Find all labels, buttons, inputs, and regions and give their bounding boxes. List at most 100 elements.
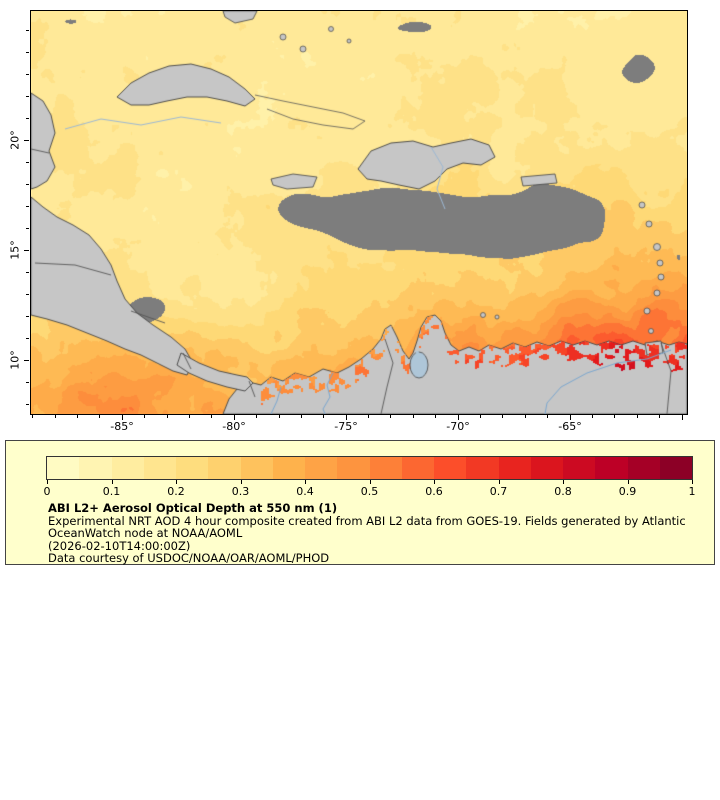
axis-tick — [26, 29, 29, 31]
axis-tick — [457, 415, 459, 420]
legend-text: ABI L2+ Aerosol Optical Depth at 550 nm … — [48, 502, 686, 565]
axis-tick — [26, 205, 29, 207]
axis-tick — [26, 315, 29, 317]
colorbar-tick — [692, 480, 693, 484]
axis-tick — [26, 337, 29, 339]
y-axis-tick-label-20: 20° — [8, 130, 22, 150]
axis-tick — [24, 359, 29, 361]
axis-tick — [26, 95, 29, 97]
axis-tick — [256, 415, 258, 418]
legend-box: 0 0.1 0.2 0.3 0.4 0.5 0.6 0.7 0.8 0.9 1 ABI L2+ Ae… — [5, 440, 715, 565]
axis-tick — [144, 415, 146, 418]
axis-tick — [26, 73, 29, 75]
y-axis-tick-label-10: 10° — [8, 350, 22, 370]
axis-tick — [26, 51, 29, 53]
axis-tick — [524, 415, 526, 418]
axis-tick — [121, 415, 123, 420]
axis-tick — [54, 415, 56, 418]
x-axis-tick-label-m65: -65° — [558, 420, 582, 433]
axis-tick — [278, 415, 280, 418]
legend-line-4: Data courtesy of USDOC/NOAA/OAR/AOML/PHO… — [48, 551, 330, 566]
colorbar-segment — [595, 457, 628, 479]
x-axis-tick-label-m85: -85° — [110, 420, 134, 433]
axis-tick — [435, 415, 437, 418]
colorbar-tick — [240, 480, 242, 484]
axis-tick — [569, 415, 571, 420]
colorbar-tick-label: 0.3 — [231, 485, 250, 498]
colorbar-segment — [305, 457, 338, 479]
colorbar-tick — [369, 480, 371, 484]
axis-tick — [26, 381, 29, 383]
y-axis-tick-label-15: 15° — [8, 240, 22, 260]
colorbar-segment — [659, 457, 692, 479]
colorbar-segment — [337, 457, 370, 479]
axis-tick — [390, 415, 392, 418]
axis-tick — [211, 415, 213, 418]
legend-line-3: (2026-02-10T14:00:00Z) — [48, 538, 191, 553]
axis-tick — [591, 415, 593, 418]
colorbar-segment — [79, 457, 112, 479]
axis-tick — [24, 139, 29, 141]
legend-line-1: Experimental NRT AOD 4 hour composite cr… — [48, 513, 686, 528]
axis-tick — [368, 415, 370, 418]
axis-tick — [24, 249, 29, 251]
colorbar-segment — [434, 457, 467, 479]
x-axis-tick-label-m80: -80° — [222, 420, 246, 433]
colorbar-segment — [563, 457, 596, 479]
colorbar-segment — [143, 457, 176, 479]
colorbar-tick-label: 0.6 — [425, 485, 443, 498]
axis-tick — [26, 293, 29, 295]
axis-tick — [77, 415, 79, 418]
axis-tick — [502, 415, 504, 418]
axis-tick — [26, 161, 29, 163]
colorbar-segment — [240, 457, 273, 479]
colorbar-tick — [305, 480, 306, 484]
colorbar-tick — [563, 480, 564, 484]
axis-tick — [636, 415, 638, 418]
axis-tick — [547, 415, 549, 418]
axis-tick — [166, 415, 168, 418]
axis-tick — [26, 183, 29, 185]
colorbar-tick-label: 1 — [688, 485, 696, 498]
axis-tick — [26, 117, 29, 119]
colorbar-tick-label: 0.5 — [360, 485, 379, 498]
colorbar-segment — [272, 457, 305, 479]
colorbar-segment — [401, 457, 434, 479]
colorbar-segment — [208, 457, 241, 479]
colorbar-segment — [530, 457, 563, 479]
axis-tick — [345, 415, 347, 420]
axis-tick — [26, 271, 29, 273]
colorbar-tick — [176, 480, 177, 484]
axis-tick — [188, 415, 190, 418]
axis-tick — [99, 415, 101, 418]
colorbar-tick — [434, 480, 435, 484]
axis-tick — [412, 415, 414, 418]
colorbar-tick-label: 0.7 — [489, 485, 508, 498]
colorbar-tick — [627, 480, 629, 484]
colorbar-tick-label: 0.9 — [618, 485, 637, 498]
colorbar-tick-label: 0 — [43, 485, 51, 498]
x-axis-tick-label-m70: -70° — [446, 420, 470, 433]
colorbar-tick — [498, 480, 500, 484]
axis-tick — [32, 415, 34, 418]
axis-tick — [300, 415, 302, 418]
axis-tick — [323, 415, 325, 418]
axis-tick — [480, 415, 482, 418]
colorbar-tick — [111, 480, 113, 484]
map-frame — [30, 10, 688, 415]
colorbar-segment — [111, 457, 144, 479]
legend-line-2: OceanWatch node at NOAA/AOML — [48, 526, 243, 541]
axis-tick — [233, 415, 235, 420]
axis-tick — [659, 415, 661, 418]
axis-tick — [26, 227, 29, 229]
colorbar-tick-label: 0.1 — [102, 485, 121, 498]
colorbar-tick — [47, 480, 48, 484]
colorbar-segment — [627, 457, 660, 479]
colorbar-tick-label: 0.2 — [167, 485, 185, 498]
x-axis-tick-label-m75: -75° — [334, 420, 358, 433]
aod-map-canvas — [31, 11, 687, 414]
colorbar-segment — [47, 457, 80, 479]
colorbar-segment — [176, 457, 209, 479]
axis-tick — [614, 415, 616, 418]
